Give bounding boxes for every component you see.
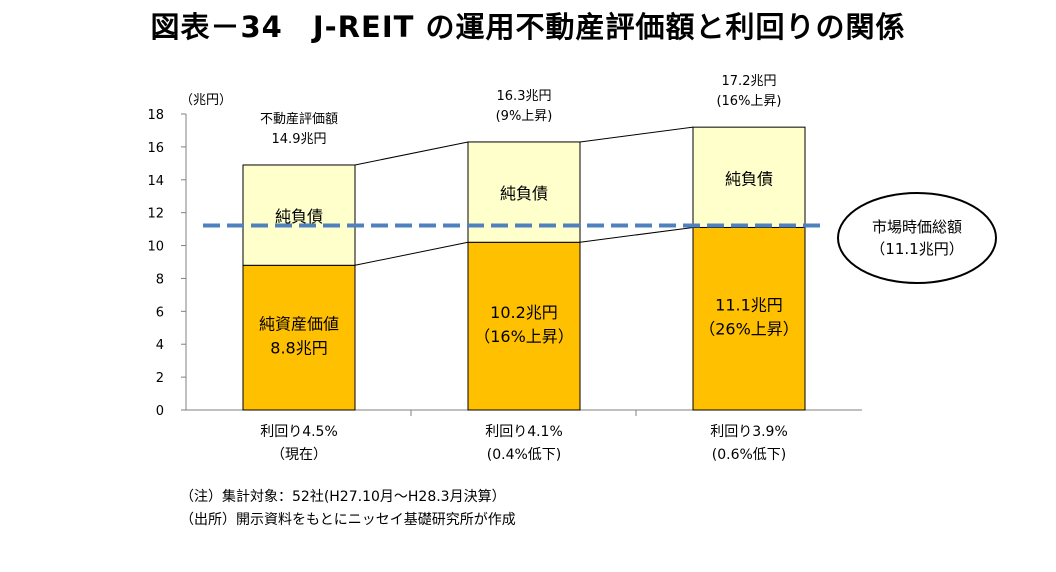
y-tick-label: 2 [156, 371, 164, 386]
category-label-line2: (0.4%低下) [487, 447, 562, 463]
y-tick-label: 6 [156, 305, 164, 320]
y-unit-label: （兆円） [180, 93, 232, 108]
y-tick-label: 12 [147, 207, 164, 222]
y-tick-label: 14 [147, 174, 164, 189]
equity-segment-label-line1: 10.2兆円 [490, 303, 558, 322]
footnote-source: （出所）開示資料をもとにニッセイ基礎研究所が作成 [180, 512, 516, 528]
equity-segment-label-line1: 11.1兆円 [715, 296, 783, 315]
equity-segment-label-line2: 8.8兆円 [270, 339, 327, 358]
category-label-line1: 利回り3.9% [710, 424, 788, 440]
connector-line-top [579, 126, 694, 143]
bar-segment-equity [242, 264, 356, 411]
connector-line-equity [354, 241, 469, 266]
footnote-note: （注）集計対象：52社(H27.10月～H28.3月決算） [180, 489, 506, 505]
y-tick-label: 18 [147, 108, 164, 123]
category-label-line2: （現在） [271, 447, 327, 463]
market-cap-callout-line2: （11.1兆円） [870, 240, 963, 258]
y-tick-label: 0 [156, 404, 164, 419]
category-label-line2: (0.6%低下) [712, 447, 787, 463]
bar-segment-equity [692, 226, 806, 411]
total-label-line1: 17.2兆円 [722, 74, 777, 89]
market-cap-callout-ellipse [837, 192, 997, 284]
category-label-line1: 利回り4.1% [485, 424, 563, 440]
category-label-line1: 利回り4.5% [260, 424, 338, 440]
total-label-line2: (9%上昇) [496, 109, 553, 124]
footnotes: （注）集計対象：52社(H27.10月～H28.3月決算） （出所）開示資料をも… [180, 486, 516, 532]
connector-line-top [354, 141, 469, 166]
y-tick-label: 8 [156, 272, 164, 287]
debt-segment-label: 純負債 [275, 207, 323, 226]
y-tick-label: 16 [147, 141, 164, 156]
chart-title: 図表－34 J-REIT の運用不動産評価額と利回りの関係 [150, 10, 906, 44]
debt-segment-label: 純負債 [500, 184, 548, 203]
y-tick-label: 10 [147, 240, 164, 255]
equity-segment-label-line1: 純資産価値 [259, 315, 339, 334]
equity-segment-label-line2: （26%上昇） [699, 320, 799, 339]
bar-segment-equity [467, 241, 581, 411]
bar-segment-debt [692, 126, 806, 228]
total-label-line1: 16.3兆円 [497, 89, 552, 104]
connector-line-equity [579, 226, 694, 243]
total-label-line1: 不動産評価額 [260, 111, 338, 127]
total-label-line2: 14.9兆円 [272, 132, 327, 147]
equity-segment-label-line2: （16%上昇） [474, 327, 574, 346]
market-cap-callout-line1: 市場時価総額 [872, 218, 962, 236]
total-label-line2: (16%上昇) [716, 94, 781, 109]
bar-segment-debt [242, 164, 356, 266]
y-tick-label: 4 [156, 338, 164, 353]
debt-segment-label: 純負債 [725, 169, 773, 188]
